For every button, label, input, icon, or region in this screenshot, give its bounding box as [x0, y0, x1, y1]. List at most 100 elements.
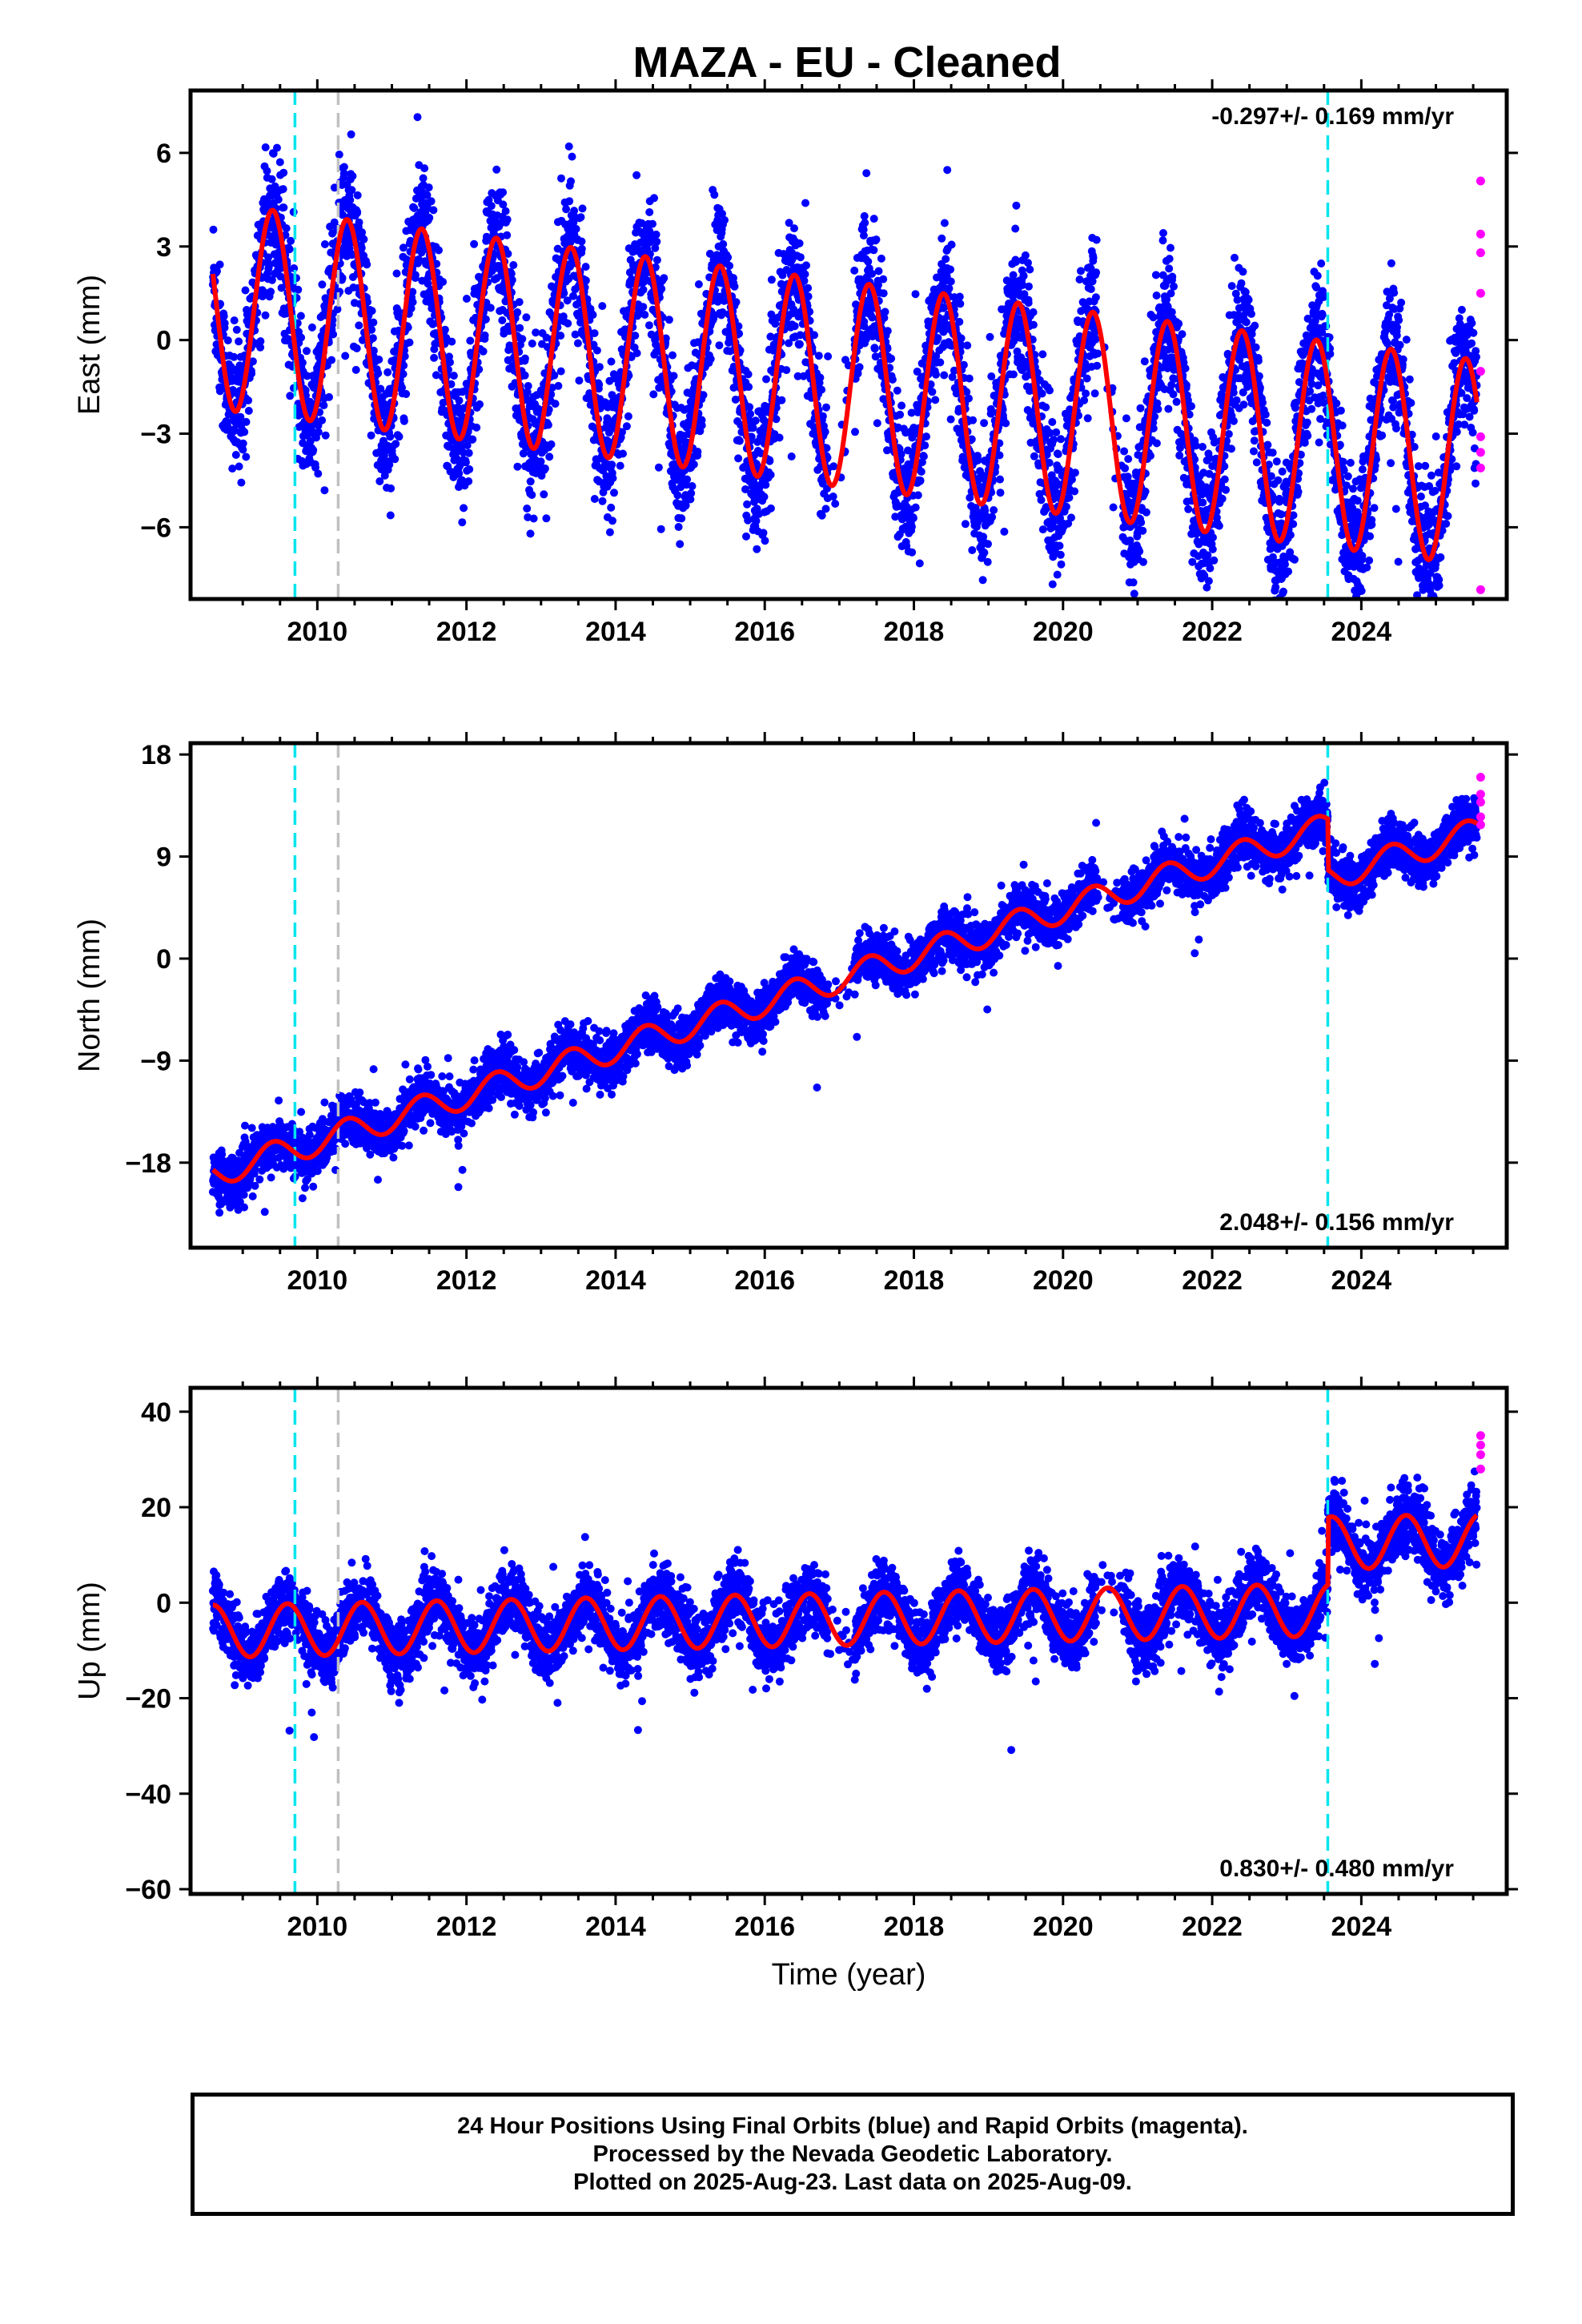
- east-data-point: [333, 305, 342, 314]
- east-data-point: [581, 276, 590, 285]
- east-data-point: [697, 421, 706, 430]
- east-data-point: [1224, 430, 1233, 438]
- east-data-point: [564, 319, 572, 328]
- east-data-point: [767, 275, 776, 284]
- east-data-point: [986, 405, 995, 413]
- east-data-point: [911, 503, 920, 512]
- east-data-point: [766, 504, 775, 513]
- east-data-point: [1093, 361, 1102, 370]
- east-data-point: [1029, 320, 1038, 329]
- east-data-point: [369, 346, 378, 355]
- east-data-point: [640, 311, 649, 319]
- east-data-point: [367, 325, 376, 334]
- east-data-point: [1174, 320, 1183, 328]
- east-data-point: [1152, 439, 1161, 448]
- east-data-point: [1165, 255, 1174, 263]
- east-data-point: [766, 332, 775, 341]
- east-data-point: [622, 422, 631, 431]
- east-data-point: [1092, 268, 1101, 277]
- east-data-point: [1038, 389, 1046, 398]
- east-data-point: [921, 441, 930, 450]
- east-data-point: [829, 462, 838, 471]
- east-data-point: [209, 225, 218, 234]
- east-data-point: [683, 475, 692, 484]
- east-data-point: [294, 285, 303, 294]
- east-data-point: [1158, 271, 1167, 279]
- east-data-point: [1003, 308, 1012, 317]
- east-data-point: [987, 372, 996, 380]
- east-data-point: [971, 504, 980, 513]
- east-data-point: [458, 518, 467, 527]
- east-data-point: [273, 143, 281, 152]
- east-data-point: [864, 257, 873, 266]
- east-data-point: [241, 286, 250, 295]
- east-data-point: [869, 246, 878, 255]
- east-data-point: [804, 292, 813, 301]
- east-data-point: [578, 204, 587, 213]
- east-data-point: [363, 260, 371, 269]
- east-data-point: [306, 436, 315, 445]
- east-data-point: [404, 323, 412, 332]
- east-data-point: [959, 360, 968, 369]
- east-data-point: [1057, 560, 1066, 569]
- east-data-point: [879, 275, 888, 283]
- east-data-point: [1082, 389, 1090, 398]
- east-data-point: [415, 255, 423, 263]
- east-data-point: [486, 304, 495, 312]
- east-data-point: [564, 142, 573, 151]
- east-data-point: [560, 289, 568, 298]
- east-data-point: [1121, 464, 1130, 472]
- east-data-point: [946, 415, 955, 424]
- east-data-point: [932, 370, 940, 379]
- east-data-point: [297, 333, 306, 342]
- east-data-point: [705, 249, 714, 258]
- east-data-point: [440, 325, 449, 334]
- east-data-point: [995, 451, 1004, 460]
- east-data-point: [232, 325, 241, 334]
- east-data-point: [873, 419, 881, 428]
- east-data-point: [376, 384, 385, 393]
- east-data-point: [1166, 243, 1174, 252]
- east-data-point: [235, 462, 243, 471]
- east-data-point: [744, 370, 753, 379]
- east-data-point: [320, 486, 329, 495]
- east-data-point: [520, 354, 529, 363]
- east-data-point: [542, 333, 551, 342]
- east-data-point: [411, 271, 420, 279]
- east-data-point: [1049, 523, 1058, 531]
- east-data-point: [1255, 372, 1263, 380]
- east-data-point: [248, 357, 257, 366]
- east-data-point: [1152, 292, 1161, 300]
- east-data-point: [449, 372, 458, 380]
- east-data-point: [231, 451, 240, 459]
- east-data-point: [607, 503, 616, 512]
- east-data-point: [279, 203, 288, 212]
- east-data-point: [550, 371, 559, 380]
- east-data-point: [1011, 258, 1020, 266]
- east-data-point: [424, 279, 432, 288]
- east-data-point: [1077, 267, 1085, 275]
- east-data-point: [805, 308, 814, 316]
- east-data-point: [693, 448, 702, 456]
- east-data-point: [963, 341, 972, 350]
- east-data-point: [413, 113, 422, 122]
- east-data-point: [639, 303, 648, 312]
- east-data-point: [969, 416, 978, 424]
- east-data-point: [1012, 201, 1021, 210]
- east-data-point: [267, 275, 276, 284]
- east-data-point: [860, 211, 869, 220]
- east-data-point: [1149, 424, 1158, 432]
- east-data-point: [508, 275, 516, 284]
- east-data-point: [570, 207, 579, 215]
- east-data-point: [907, 408, 916, 417]
- east-data-point: [631, 332, 640, 340]
- east-data-point: [230, 352, 239, 361]
- east-data-point: [513, 308, 522, 316]
- east-data-point: [732, 298, 741, 307]
- east-data-point: [1166, 289, 1175, 298]
- east-data-point: [239, 445, 247, 454]
- east-data-point: [907, 522, 916, 531]
- east-data-point: [568, 152, 576, 161]
- east-data-point: [430, 353, 439, 362]
- east-data-point: [327, 356, 336, 364]
